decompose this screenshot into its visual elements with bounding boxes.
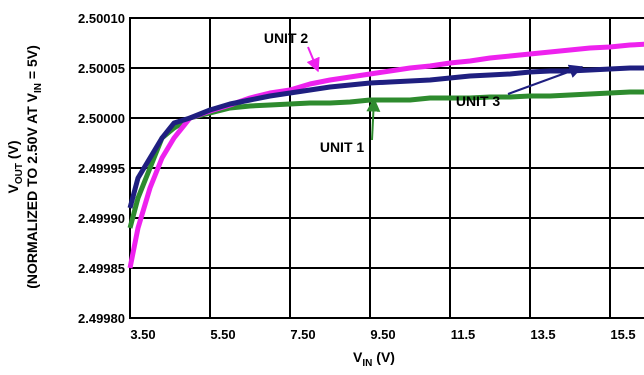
- x-axis-title-subscript: IN: [362, 358, 372, 369]
- x-tick-label: 5.50: [210, 327, 235, 342]
- y-axis-title-unit: (V): [5, 140, 21, 163]
- x-tick-label: 11.5: [451, 327, 476, 342]
- x-tick-label: 7.50: [290, 327, 315, 342]
- tick-labels: 3.50 5.50 7.50 9.50 11.5 13.5 15.5 2.49980 2.499…: [78, 11, 636, 342]
- y-tick-label: 2.49980: [78, 311, 125, 326]
- annotation-arrow-unit-1: [366, 97, 381, 141]
- y-tick-label: 2.50000: [78, 111, 125, 126]
- annotation-label-unit-1: UNIT 1: [320, 139, 365, 155]
- y-axis-subtitle-main: (NORMALIZED TO 2.50V AT V: [24, 92, 40, 288]
- annotation-arrow-unit-2: [306, 46, 320, 73]
- y-axis-subtitle-subscript: IN: [33, 83, 44, 93]
- y-tick-label: 2.49985: [78, 261, 125, 276]
- y-tick-label: 2.49995: [78, 161, 125, 176]
- y-axis-subtitle: (NORMALIZED TO 2.50V AT VIN = 5V): [24, 45, 44, 289]
- annotation-label-unit-3: UNIT 3: [456, 93, 501, 109]
- series-lines: [127, 41, 644, 269]
- y-axis-title-main: V: [5, 184, 21, 194]
- y-axis-subtitle-tail: = 5V): [24, 45, 40, 83]
- series-line-unit-2: [127, 41, 644, 269]
- x-axis-title-unit: (V): [372, 349, 395, 365]
- annotation-arrow-unit-3: [507, 64, 584, 95]
- y-axis-title-subscript: OUT: [14, 163, 25, 184]
- y-axis-title: VOUT (V): [5, 140, 25, 193]
- y-tick-label: 2.49990: [78, 211, 125, 226]
- series-line-unit-3: [127, 65, 644, 209]
- annotation-label-unit-2: UNIT 2: [264, 30, 309, 46]
- x-tick-label: 9.50: [370, 327, 395, 342]
- x-tick-label: 3.50: [130, 327, 155, 342]
- y-tick-label: 2.50010: [78, 11, 125, 26]
- series-annotations: UNIT 2 UNIT 1 UNIT 3: [264, 30, 584, 155]
- y-tick-label: 2.50005: [78, 61, 125, 76]
- x-tick-label: 13.5: [530, 327, 555, 342]
- x-tick-label: 15.5: [610, 327, 635, 342]
- x-axis-title: VIN (V): [353, 349, 395, 369]
- y-axis-title-group: VOUT (V) (NORMALIZED TO 2.50V AT VIN = 5…: [5, 45, 44, 289]
- grid-lines: [129, 17, 644, 319]
- x-axis-title-main: V: [353, 349, 363, 365]
